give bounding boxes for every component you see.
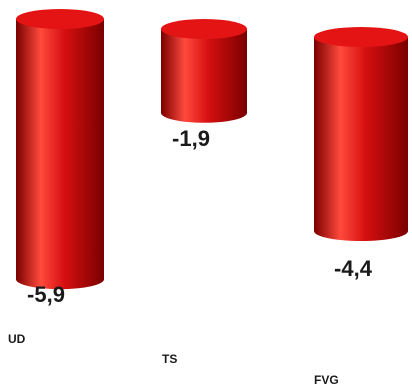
bar-ud: [16, 9, 105, 290]
bar-body: [314, 37, 408, 242]
category-label-ts: TS: [162, 352, 177, 366]
category-labels-group: UD TS FVG: [8, 332, 339, 387]
bar-ts: [161, 19, 247, 123]
bar-body: [16, 19, 105, 290]
bar-top-cap: [161, 19, 247, 39]
value-label-ts: -1,9: [172, 126, 210, 151]
bar-fvg: [314, 27, 408, 242]
bar-body: [161, 29, 247, 123]
category-label-fvg: FVG: [314, 373, 339, 387]
value-label-ud: -5,9: [27, 282, 65, 307]
category-label-ud: UD: [8, 332, 26, 346]
value-label-fvg: -4,4: [334, 256, 373, 281]
bar-top-cap: [314, 27, 408, 47]
bar-top-cap: [16, 9, 104, 29]
value-labels-group: -5,9 -1,9 -4,4: [27, 126, 373, 307]
bars-group: [16, 9, 408, 290]
